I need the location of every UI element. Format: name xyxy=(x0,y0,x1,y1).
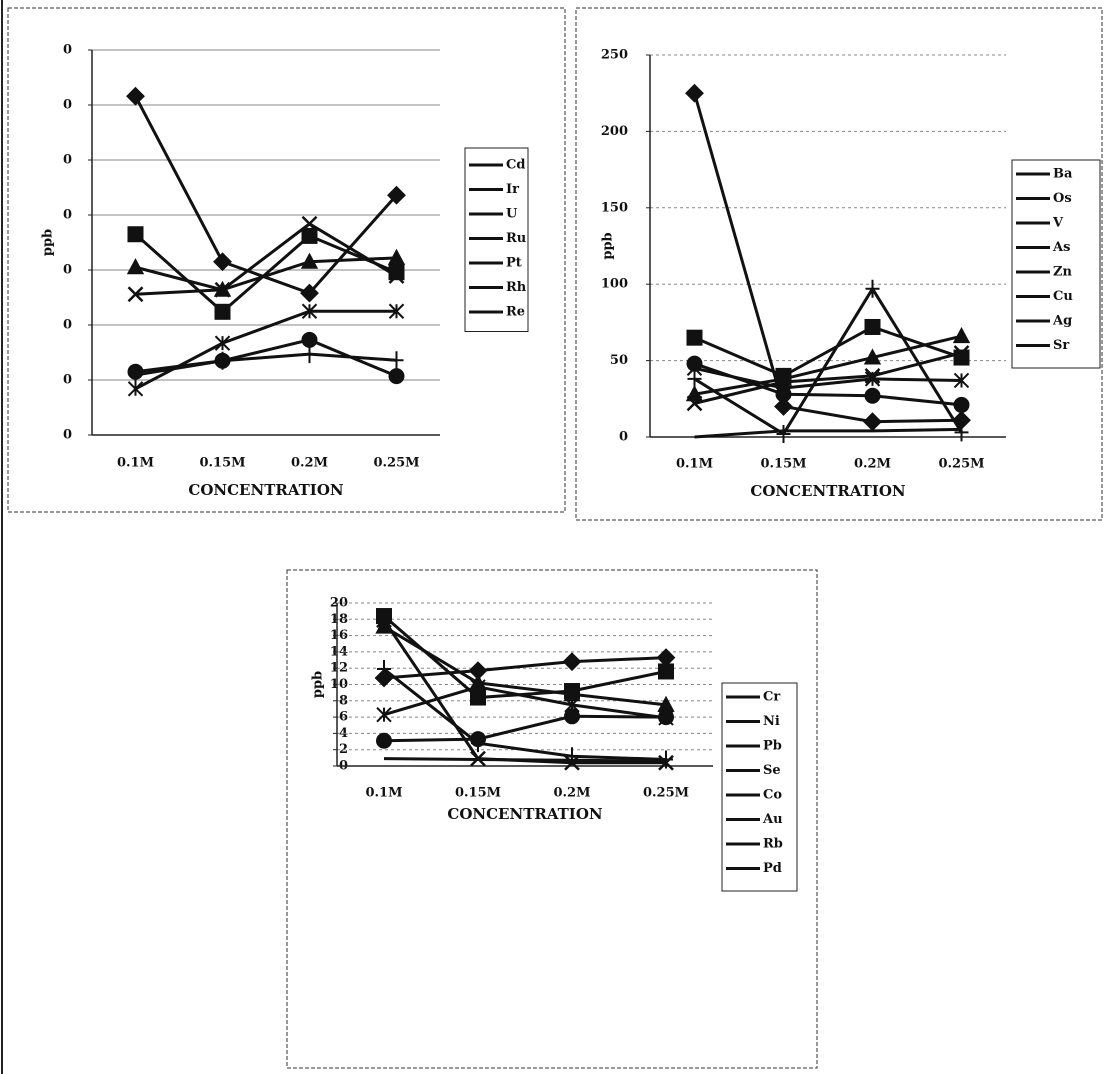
legend-label: Pt xyxy=(506,256,522,271)
x-axis-title: CONCENTRATION xyxy=(447,805,602,823)
data-point xyxy=(564,654,580,670)
legend-label: Rh xyxy=(506,280,527,295)
legend-label: Ir xyxy=(506,182,519,197)
legend-label: Re xyxy=(506,305,525,320)
legend-label: Ni xyxy=(763,714,780,729)
legend-label: Os xyxy=(1053,191,1072,206)
data-point xyxy=(216,336,230,350)
y-tick-label: 100 xyxy=(601,277,628,292)
data-point xyxy=(303,229,317,243)
legend-label: Cr xyxy=(763,690,780,705)
legend-label: Cu xyxy=(1053,289,1073,304)
data-point xyxy=(955,329,969,342)
y-tick-label: 0 xyxy=(63,373,72,388)
data-point xyxy=(659,664,673,678)
legend-label: Rb xyxy=(763,837,783,852)
y-tick-label: 200 xyxy=(601,124,628,139)
legend-label: Pd xyxy=(763,861,782,876)
legend-label: As xyxy=(1052,240,1070,255)
x-tick-label: 0.25M xyxy=(373,456,419,471)
series-line xyxy=(136,354,397,375)
data-point xyxy=(128,88,144,104)
series-line xyxy=(136,96,397,293)
data-point xyxy=(658,650,674,666)
data-point xyxy=(866,320,880,334)
data-point xyxy=(565,709,579,723)
page: 0 0 0 0 0 0 0 0 0.1M 0.15M 0.2M 0.25M CONCENTRATION p… xyxy=(0,0,1108,1074)
x-tick-label: 0.1M xyxy=(365,786,402,801)
legend-label: Zn xyxy=(1053,265,1072,280)
legend-label: Ba xyxy=(1053,167,1073,182)
series-line xyxy=(695,93,962,422)
legend-label: Co xyxy=(763,788,782,803)
x-tick-label: 0.15M xyxy=(199,456,245,471)
y-tick-label: 150 xyxy=(601,200,628,215)
legend-label: Au xyxy=(762,812,783,827)
data-point xyxy=(390,351,404,369)
x-tick-label: 0.25M xyxy=(938,457,984,472)
series-line xyxy=(384,716,666,740)
x-tick-label: 0.2M xyxy=(291,456,328,471)
data-point xyxy=(865,414,881,430)
data-point xyxy=(777,387,791,401)
x-tick-label: 0.1M xyxy=(676,457,713,472)
data-point xyxy=(688,357,702,371)
y-tick-label: 0 xyxy=(63,263,72,278)
y-tick-label: 0 xyxy=(63,318,72,333)
x-tick-label: 0.2M xyxy=(553,786,590,801)
series-line xyxy=(384,616,666,698)
legend-label: Ru xyxy=(506,231,526,246)
y-tick-label: 0 xyxy=(63,98,72,113)
x-axis-title: CONCENTRATION xyxy=(188,481,343,499)
x-axis-title: CONCENTRATION xyxy=(750,482,905,500)
y-tick-label: 0 xyxy=(619,430,628,445)
x-tick-label: 0.15M xyxy=(760,457,806,472)
y-tick-label: 50 xyxy=(610,353,628,368)
data-point xyxy=(215,254,231,270)
legend-box xyxy=(722,683,797,891)
data-point xyxy=(303,345,317,363)
data-point xyxy=(659,710,673,724)
data-point xyxy=(216,305,230,319)
data-point xyxy=(377,734,391,748)
data-point xyxy=(866,389,880,403)
legend-label: Ag xyxy=(1052,314,1072,329)
data-point xyxy=(129,227,143,241)
legend-label: U xyxy=(506,207,518,222)
series-line xyxy=(136,234,397,312)
y-tick-label: 0 xyxy=(63,428,72,443)
y-axis-title: ppb xyxy=(311,671,326,698)
x-tick-label: 0.1M xyxy=(117,456,154,471)
x-tick-label: 0.15M xyxy=(455,786,501,801)
legend-label: Se xyxy=(763,763,781,778)
data-point xyxy=(129,260,143,273)
data-point xyxy=(687,85,703,101)
series-line xyxy=(695,289,962,434)
legend-label: V xyxy=(1052,216,1064,231)
x-tick-label: 0.2M xyxy=(854,457,891,472)
legend-label: Pb xyxy=(763,739,782,754)
y-axis-title: ppb xyxy=(601,232,616,259)
legend-label: Sr xyxy=(1053,338,1069,353)
data-point xyxy=(303,333,317,347)
x-tick-label: 0.25M xyxy=(643,786,689,801)
data-point xyxy=(390,369,404,383)
data-point xyxy=(688,331,702,345)
y-tick-label: 250 xyxy=(601,48,628,63)
y-tick-label: 0 xyxy=(63,208,72,223)
y-axis-title: ppb xyxy=(41,229,56,256)
y-tick-label: 0 xyxy=(63,43,72,58)
series-line xyxy=(695,429,962,437)
legend-label: Cd xyxy=(506,158,525,173)
y-tick-label: 0 xyxy=(63,153,72,168)
data-point xyxy=(955,398,969,412)
